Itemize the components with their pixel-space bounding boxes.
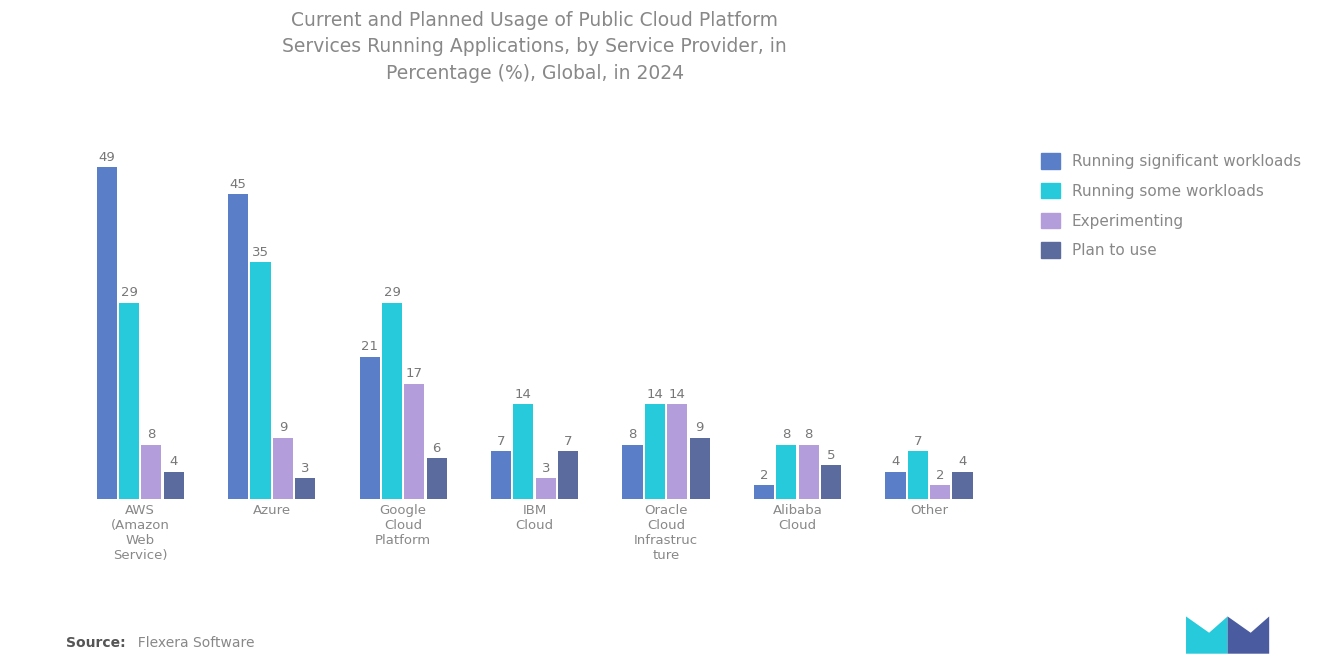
Bar — [426, 458, 446, 499]
Text: 14: 14 — [669, 388, 685, 400]
Legend: Running significant workloads, Running some workloads, Experimenting, Plan to us: Running significant workloads, Running s… — [1034, 146, 1308, 266]
Polygon shape — [1228, 616, 1270, 654]
Text: 7: 7 — [913, 435, 923, 448]
Text: 2: 2 — [936, 469, 944, 482]
Bar — [273, 438, 293, 499]
Text: 5: 5 — [826, 449, 836, 462]
Text: 14: 14 — [647, 388, 664, 400]
Text: Flexera Software: Flexera Software — [129, 636, 255, 650]
Bar — [491, 452, 511, 499]
Bar — [381, 303, 403, 499]
Bar — [513, 404, 533, 499]
Text: 29: 29 — [120, 286, 137, 299]
Text: 45: 45 — [230, 178, 247, 191]
Bar — [96, 168, 116, 499]
Text: 7: 7 — [496, 435, 506, 448]
Text: 3: 3 — [541, 462, 550, 475]
Title: Current and Planned Usage of Public Cloud Platform
Services Running Applications: Current and Planned Usage of Public Clou… — [282, 11, 787, 82]
Bar — [908, 452, 928, 499]
Text: 4: 4 — [958, 456, 966, 468]
Text: 14: 14 — [515, 388, 532, 400]
Bar — [689, 438, 710, 499]
Bar — [645, 404, 665, 499]
Text: 2: 2 — [760, 469, 768, 482]
Bar — [953, 471, 973, 499]
Bar — [623, 445, 643, 499]
Text: 9: 9 — [279, 422, 286, 434]
Text: 17: 17 — [405, 367, 422, 380]
Text: 3: 3 — [301, 462, 309, 475]
Bar — [296, 478, 315, 499]
Bar — [799, 445, 818, 499]
Bar — [228, 194, 248, 499]
Text: 8: 8 — [628, 428, 636, 442]
Text: 8: 8 — [783, 428, 791, 442]
Bar — [776, 445, 796, 499]
Text: 29: 29 — [384, 286, 400, 299]
Bar — [251, 262, 271, 499]
Text: 7: 7 — [564, 435, 573, 448]
Bar — [164, 471, 183, 499]
Bar — [931, 485, 950, 499]
Text: 4: 4 — [169, 456, 178, 468]
Text: 6: 6 — [433, 442, 441, 455]
Text: 4: 4 — [891, 456, 900, 468]
Bar — [536, 478, 556, 499]
Bar — [359, 356, 380, 499]
Text: 9: 9 — [696, 422, 704, 434]
Text: 35: 35 — [252, 245, 269, 259]
Bar — [141, 445, 161, 499]
Bar — [404, 384, 424, 499]
Bar — [821, 465, 841, 499]
Bar — [119, 303, 139, 499]
Bar — [754, 485, 774, 499]
Polygon shape — [1185, 616, 1228, 654]
Bar — [558, 452, 578, 499]
Text: 8: 8 — [147, 428, 156, 442]
Text: Source:: Source: — [66, 636, 125, 650]
Text: 8: 8 — [804, 428, 813, 442]
Text: 49: 49 — [98, 151, 115, 164]
Bar — [886, 471, 906, 499]
Text: 21: 21 — [362, 340, 378, 353]
Bar — [667, 404, 688, 499]
